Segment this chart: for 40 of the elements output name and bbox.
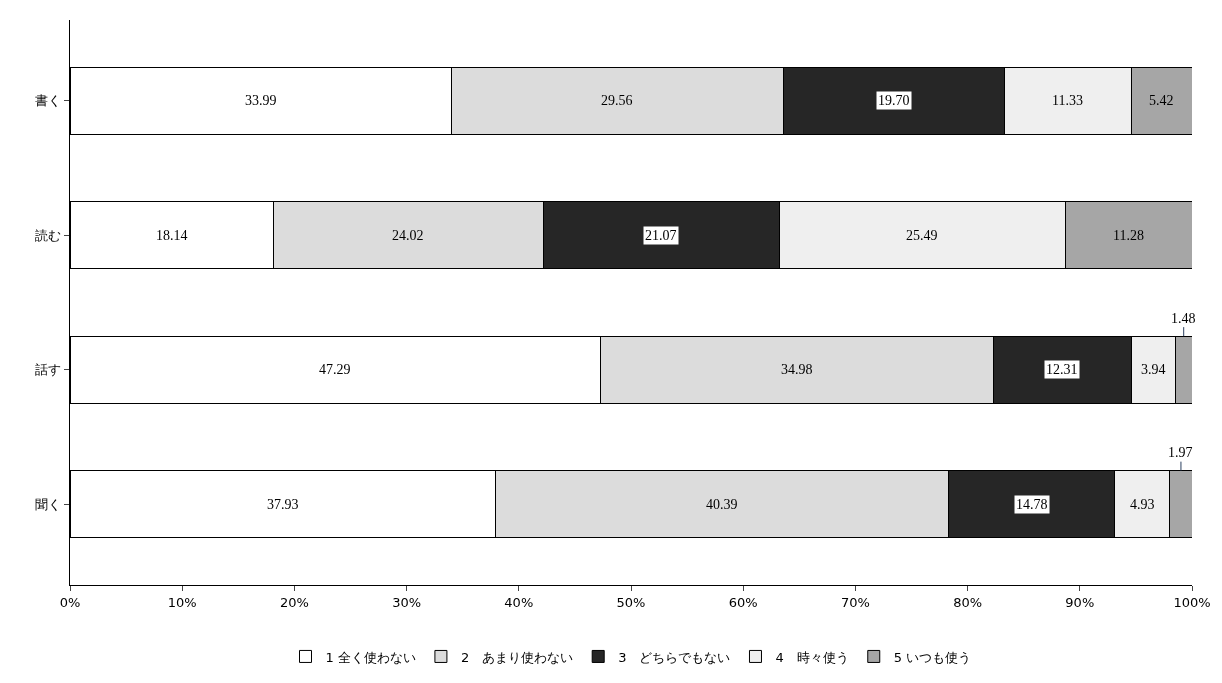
x-tick-label: 10%	[167, 594, 197, 610]
legend-label: 4 時々使う	[775, 649, 849, 665]
y-tick-label: 聞く	[35, 496, 62, 512]
legend-label: 3 どちらでもない	[618, 649, 731, 665]
x-tick-label: 70%	[840, 594, 870, 610]
data-label: 29.56	[601, 93, 633, 108]
x-tick-label: 50%	[616, 594, 646, 610]
data-label: 14.78	[1016, 497, 1048, 512]
x-tick-label: 90%	[1065, 594, 1095, 610]
x-tick-label: 100%	[1173, 594, 1211, 610]
data-label: 11.28	[1113, 228, 1144, 243]
data-label: 12.31	[1046, 362, 1078, 377]
y-tick-label: 書く	[35, 93, 62, 109]
data-label: 4.93	[1130, 497, 1155, 512]
data-label: 18.14	[156, 228, 188, 243]
data-label: 33.99	[245, 93, 277, 108]
data-label: 47.29	[319, 362, 351, 377]
x-tick-label: 0%	[59, 594, 81, 610]
data-label: 11.33	[1052, 93, 1083, 108]
data-label: 37.93	[267, 497, 299, 512]
data-label: 34.98	[781, 362, 813, 377]
data-label: 40.39	[706, 497, 738, 512]
x-tick-label: 20%	[279, 594, 309, 610]
legend-label: 1 全く使わない	[325, 649, 416, 665]
data-label: 19.70	[878, 93, 910, 108]
data-label: 24.02	[392, 228, 424, 243]
x-tick-label: 80%	[953, 594, 983, 610]
data-label: 1.48	[1171, 311, 1196, 326]
y-tick-label: 読む	[35, 227, 62, 243]
data-label: 1.97	[1168, 445, 1193, 460]
data-label: 25.49	[906, 228, 938, 243]
data-label: 3.94	[1141, 362, 1166, 377]
legend-label: 5 いつも使う	[893, 649, 972, 665]
legend-label: 2 あまり使わない	[460, 649, 574, 665]
x-tick-label: 40%	[504, 594, 534, 610]
y-tick-label: 話す	[35, 362, 62, 378]
x-tick-label: 30%	[392, 594, 422, 610]
x-tick-label: 60%	[728, 594, 758, 610]
data-label: 5.42	[1149, 93, 1174, 108]
data-label: 21.07	[645, 228, 677, 243]
